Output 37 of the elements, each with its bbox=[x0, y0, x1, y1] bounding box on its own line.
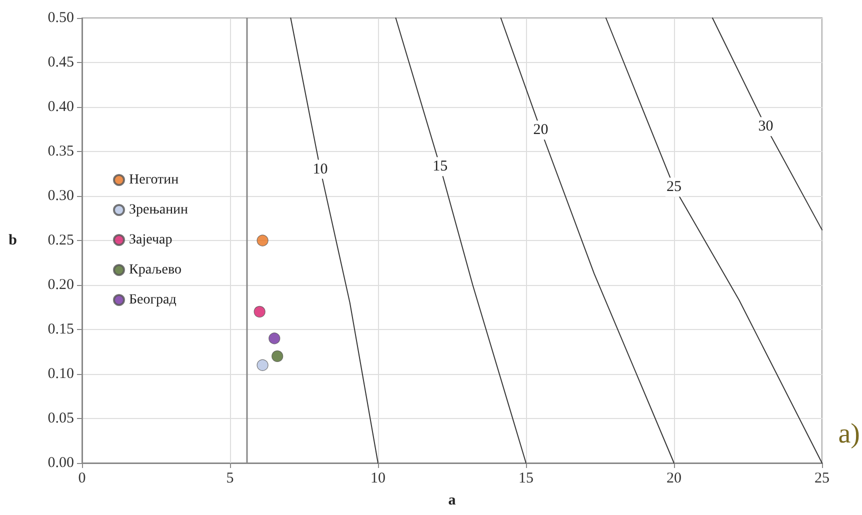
text: a) bbox=[838, 418, 860, 450]
line-series bbox=[395, 18, 526, 464]
x-tick-label: 20 bbox=[666, 470, 682, 486]
x-tick-label: 5 bbox=[226, 470, 234, 486]
y-tick-label: 0.05 bbox=[48, 410, 74, 426]
series-label: 10 bbox=[312, 161, 328, 178]
legend-label: Зајечар bbox=[129, 232, 172, 248]
x-tick-label: 15 bbox=[518, 470, 534, 486]
legend-label: Зрењанин bbox=[129, 202, 189, 218]
point bbox=[256, 359, 268, 371]
x-tick-label: 10 bbox=[370, 470, 386, 486]
y-tick-label: 0.50 bbox=[48, 10, 74, 26]
y-tick-label: 0.30 bbox=[48, 188, 74, 204]
point bbox=[268, 332, 280, 344]
y-tick-label: 0.00 bbox=[48, 455, 74, 471]
y-tick-label: 0.35 bbox=[48, 144, 74, 160]
y-tick-label: 0.10 bbox=[48, 366, 74, 382]
series-label: 25 bbox=[666, 179, 682, 196]
legend-label: Краљево bbox=[129, 262, 182, 278]
point bbox=[254, 306, 266, 318]
y-tick-label: 0.40 bbox=[48, 99, 74, 115]
x-tick-label: 0 bbox=[78, 470, 86, 486]
y-tick-label: 0.45 bbox=[48, 54, 74, 70]
y-tick-label: 0.25 bbox=[48, 232, 74, 248]
y-tick-label: 0.20 bbox=[48, 277, 74, 293]
series-label: 20 bbox=[533, 122, 548, 138]
series-label: 30 bbox=[758, 118, 774, 135]
x-tick-label: 25 bbox=[814, 470, 830, 486]
point bbox=[256, 234, 268, 246]
x-axis-title: a bbox=[448, 492, 456, 508]
legend-label: Неготин bbox=[129, 172, 180, 188]
series-label: 15 bbox=[432, 158, 448, 175]
y-axis-title: b bbox=[8, 232, 17, 248]
legend-label: Београд bbox=[129, 292, 176, 308]
line-series bbox=[290, 18, 378, 464]
point bbox=[272, 350, 284, 362]
y-tick-label: 0.15 bbox=[48, 322, 74, 338]
